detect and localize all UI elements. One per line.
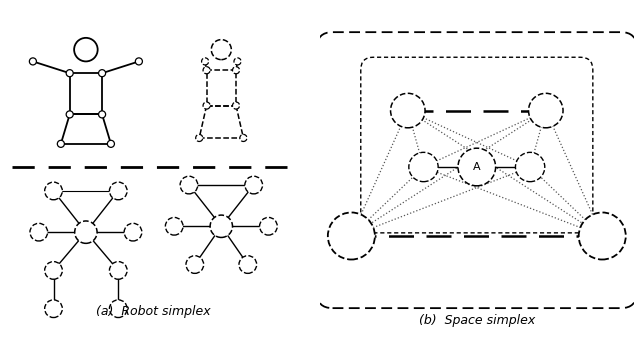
Circle shape (245, 176, 262, 194)
Bar (207, 70, 236, 105)
Circle shape (74, 38, 98, 61)
Bar (70, 73, 102, 114)
Circle shape (458, 148, 495, 186)
Circle shape (99, 70, 106, 77)
Circle shape (45, 262, 62, 279)
Circle shape (109, 262, 127, 279)
Circle shape (109, 182, 127, 200)
Circle shape (409, 152, 438, 182)
Circle shape (66, 70, 73, 77)
Circle shape (180, 176, 198, 194)
Text: (b)  Space simplex: (b) Space simplex (419, 314, 535, 327)
Circle shape (58, 140, 65, 147)
Circle shape (210, 215, 232, 238)
Circle shape (203, 102, 210, 109)
Text: A: A (473, 162, 481, 172)
Circle shape (202, 58, 209, 65)
Circle shape (45, 182, 62, 200)
Circle shape (196, 134, 203, 142)
Circle shape (240, 134, 247, 142)
Circle shape (203, 67, 210, 74)
Circle shape (579, 213, 626, 260)
Circle shape (75, 221, 97, 243)
Circle shape (29, 58, 36, 65)
Circle shape (328, 213, 375, 260)
Circle shape (66, 111, 73, 118)
Circle shape (165, 217, 183, 235)
Circle shape (529, 93, 563, 128)
Circle shape (99, 111, 106, 118)
Circle shape (45, 300, 62, 318)
Circle shape (109, 300, 127, 318)
Circle shape (260, 217, 277, 235)
Circle shape (108, 140, 115, 147)
Circle shape (515, 152, 545, 182)
Circle shape (211, 40, 231, 60)
Circle shape (390, 93, 425, 128)
Text: (a)  Robot simplex: (a) Robot simplex (96, 305, 211, 318)
Circle shape (124, 223, 142, 241)
Circle shape (232, 67, 239, 74)
Circle shape (30, 223, 47, 241)
Circle shape (232, 102, 239, 109)
Circle shape (186, 256, 204, 273)
Circle shape (135, 58, 143, 65)
Circle shape (239, 256, 257, 273)
Circle shape (234, 58, 241, 65)
